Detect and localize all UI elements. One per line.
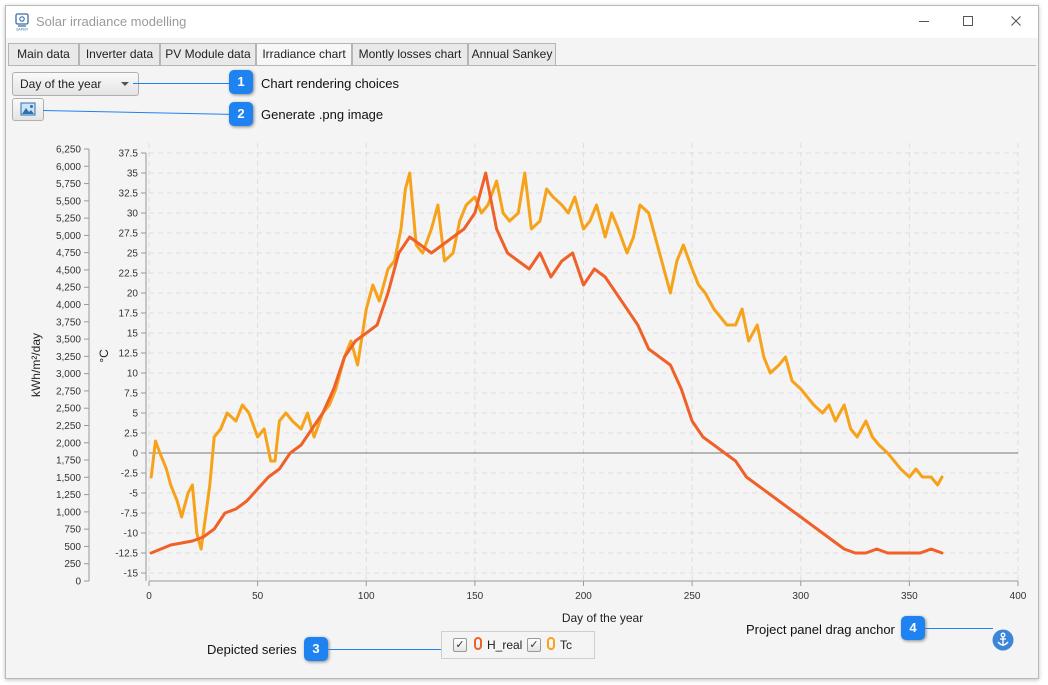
close-button[interactable] [1001,10,1031,34]
callout-label-1: Chart rendering choices [261,76,400,91]
tc-checkbox[interactable]: ✓ [527,638,541,652]
tab-inverter-data[interactable]: Inverter data [79,43,160,65]
maximize-button[interactable] [953,10,983,34]
tab-main-data[interactable]: Main data [8,43,79,65]
callout-badge-1: 1 [229,70,253,94]
tc-legend-label: Tc [560,638,572,652]
generate-png-button[interactable] [12,98,44,121]
title-bar[interactable]: SAPER Solar irradiance modelling [6,6,1038,38]
svg-text:SAPER: SAPER [16,28,28,32]
series-legend: ✓ H_real ✓ Tc [441,631,595,659]
minimize-button[interactable] [909,10,939,34]
window-title: Solar irradiance modelling [36,14,187,29]
callout-label-2: Generate .png image [261,107,384,122]
solar-panel-icon: SAPER [15,13,29,32]
dropdown-value: Day of the year [20,77,102,91]
h-real-checkbox[interactable]: ✓ [453,638,467,652]
callout-label-4: Project panel drag anchor [746,622,895,637]
tab-annual-sankey[interactable]: Annual Sankey [468,43,556,65]
close-icon [1011,16,1021,26]
chart-rendering-dropdown[interactable]: Day of the year [12,72,139,96]
tab-pv-module-data[interactable]: PV Module data [160,43,256,65]
callout-badge-3: 3 [304,637,328,661]
callout-badge-2: 2 [229,102,253,126]
tc-legend-symbol [547,637,555,650]
tab-irradiance-chart[interactable]: Irradiance chart [256,43,352,66]
callout-label-3: Depicted series [207,642,297,657]
minimize-icon [919,21,929,22]
image-icon [20,102,36,116]
tab-montly-losses-chart[interactable]: Montly losses chart [352,43,468,65]
app-window: SAPER Solar irradiance modelling Main da… [5,5,1039,679]
callout-1-line [133,83,231,84]
maximize-icon [963,16,973,26]
h-real-legend-label: H_real [487,638,523,652]
chevron-down-icon [121,82,129,86]
callout-badge-4: 4 [901,616,925,640]
callout-4-line [925,628,993,629]
h-real-legend-symbol [474,637,482,650]
callout-3-line [328,649,443,650]
anchor-icon[interactable] [992,629,1014,651]
tab-divider [8,65,1036,66]
